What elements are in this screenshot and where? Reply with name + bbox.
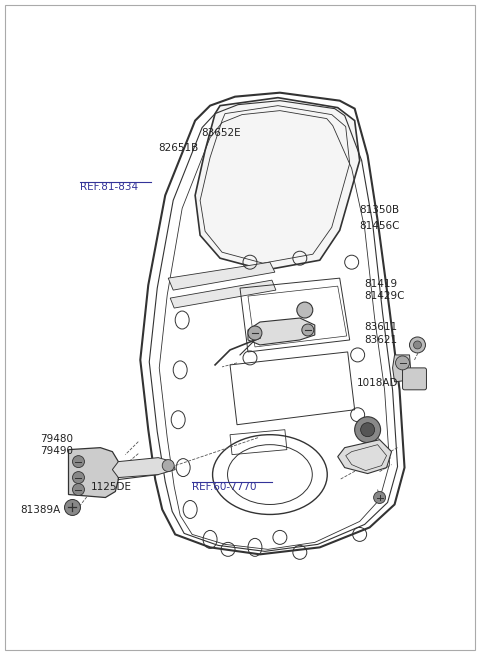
Circle shape xyxy=(355,417,381,443)
Circle shape xyxy=(248,326,262,340)
Polygon shape xyxy=(168,262,275,290)
Circle shape xyxy=(373,491,385,504)
Text: 81456C: 81456C xyxy=(360,221,400,231)
Circle shape xyxy=(162,460,174,472)
Text: REF.81-834: REF.81-834 xyxy=(80,182,138,192)
Circle shape xyxy=(396,356,409,370)
Circle shape xyxy=(72,472,84,483)
Text: 1018AD: 1018AD xyxy=(357,378,399,388)
Circle shape xyxy=(297,302,313,318)
Circle shape xyxy=(72,483,84,496)
Text: 83611: 83611 xyxy=(364,322,397,333)
Text: 1125DE: 1125DE xyxy=(91,482,132,492)
Text: 79490: 79490 xyxy=(40,446,73,456)
Circle shape xyxy=(64,500,81,515)
Text: 81419: 81419 xyxy=(364,279,397,289)
Text: REF.60-7770: REF.60-7770 xyxy=(192,482,257,492)
Polygon shape xyxy=(393,355,411,382)
Polygon shape xyxy=(338,440,392,474)
FancyBboxPatch shape xyxy=(403,368,426,390)
Circle shape xyxy=(360,422,374,437)
Text: 82651B: 82651B xyxy=(158,143,199,153)
Polygon shape xyxy=(112,458,175,477)
Text: 81389A: 81389A xyxy=(20,506,60,515)
Circle shape xyxy=(409,337,425,353)
Text: 83652E: 83652E xyxy=(202,128,241,138)
Circle shape xyxy=(302,324,314,336)
Circle shape xyxy=(72,456,84,468)
Polygon shape xyxy=(195,98,360,270)
Circle shape xyxy=(413,341,421,349)
Text: 81429C: 81429C xyxy=(364,291,405,301)
Text: 83621: 83621 xyxy=(364,335,397,345)
Polygon shape xyxy=(69,447,119,498)
Text: 79480: 79480 xyxy=(40,434,73,443)
Text: 81350B: 81350B xyxy=(360,205,400,215)
Polygon shape xyxy=(170,280,276,308)
Polygon shape xyxy=(248,318,315,345)
